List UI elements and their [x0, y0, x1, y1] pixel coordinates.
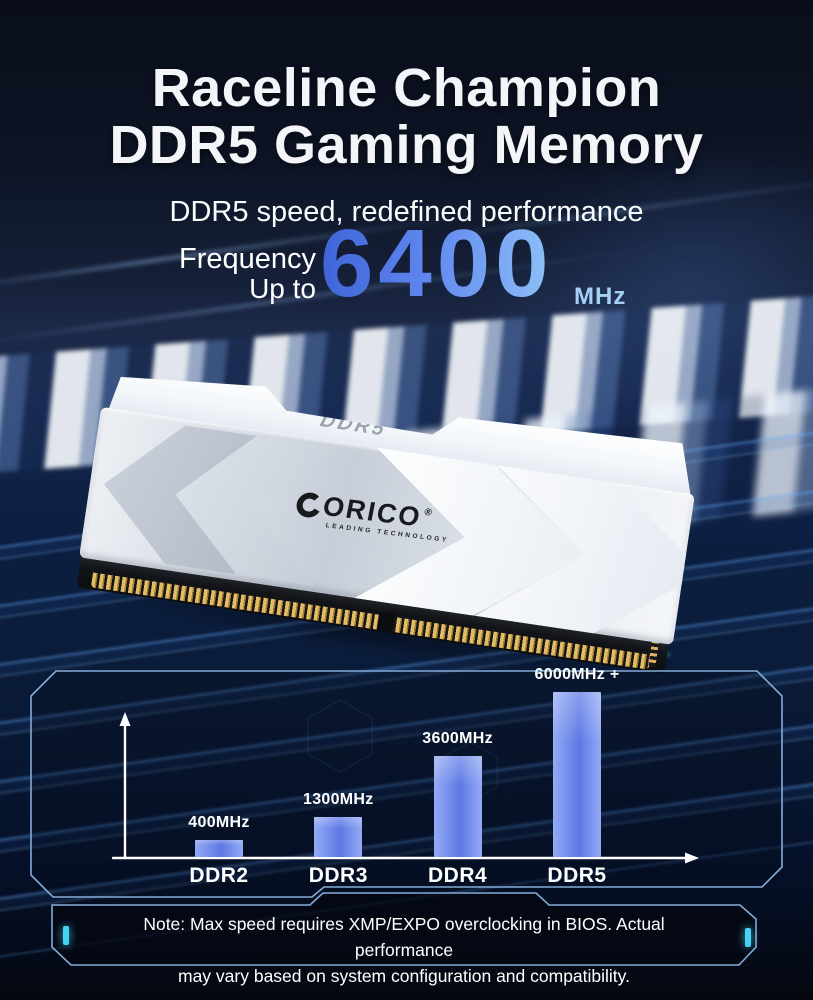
- page-subtitle: DDR5 speed, redefined performance: [169, 196, 644, 228]
- chart-bar: [195, 840, 243, 857]
- note-line-2: may vary based on system configuration a…: [178, 966, 630, 986]
- y-axis-arrow: [119, 712, 131, 726]
- title-line-1: Raceline Champion: [151, 58, 662, 118]
- category-label: DDR3: [308, 864, 368, 887]
- ram-heatsink: ORICO ® LEADING TECHNOLOGY: [79, 406, 695, 645]
- chart-bar: [433, 756, 482, 857]
- category-label: DDR2: [189, 864, 249, 887]
- page-title: Raceline Champion DDR5 Gaming Memory: [0, 60, 813, 174]
- disclaimer-note: Note: Max speed requires XMP/EXPO overcl…: [99, 911, 709, 989]
- brand-logo: ORICO ® LEADING TECHNOLOGY: [291, 489, 455, 544]
- note-panel-border: [51, 892, 757, 966]
- bar-value-label: 3600MHz: [422, 730, 493, 747]
- bar-value-label: 6000MHz +: [534, 666, 620, 683]
- note-accent-tick: [63, 926, 69, 945]
- title-line-2: DDR5 Gaming Memory: [109, 115, 704, 175]
- frequency-label-line1: Frequency: [178, 243, 316, 275]
- chart-bar: [553, 692, 601, 857]
- note-accent-tick: [745, 928, 751, 947]
- chart-bar: [314, 817, 363, 857]
- frequency-label: Frequency Up to: [0, 243, 316, 303]
- bar-value-label: 400MHz: [188, 814, 250, 831]
- bar-value-label: 1300MHz: [303, 791, 374, 808]
- x-axis-arrow: [685, 852, 699, 864]
- note-line-1: Note: Max speed requires XMP/EXPO overcl…: [143, 914, 665, 960]
- hexagon-pattern: [307, 699, 373, 773]
- frequency-value: 6400: [320, 210, 554, 317]
- category-label: DDR4: [428, 864, 488, 887]
- frequency-label-line2: Up to: [249, 273, 316, 304]
- ram-module: DDR5 ORICO ® LEADING TECHNOLOGY: [74, 357, 702, 689]
- category-label: DDR5: [547, 864, 607, 887]
- frequency-unit: MHz: [574, 283, 627, 310]
- orico-logo-icon: [296, 492, 322, 518]
